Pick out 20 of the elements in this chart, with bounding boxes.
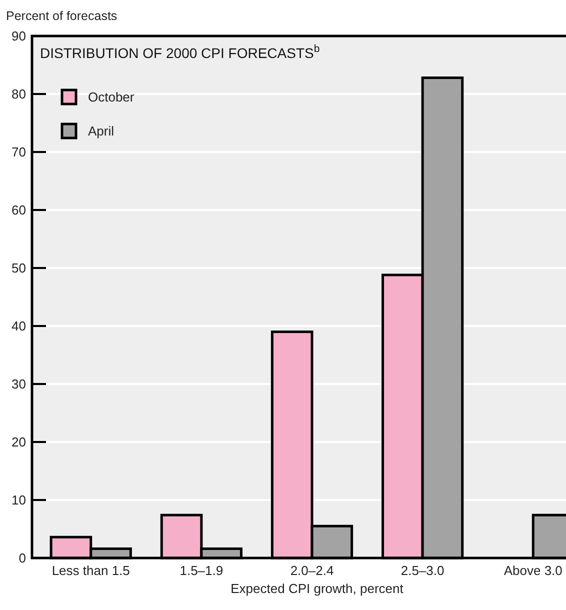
x-tick-label: Less than 1.5 [52,563,130,578]
x-tick-label: Above 3.0 [504,563,562,578]
y-axis-title: Percent of forecasts [6,9,118,23]
y-tick-label: 90 [12,28,26,44]
text: DISTRIBUTION OF 2000 CPI FORECASTS$^{b}$ [40,43,320,61]
legend-label: April [88,124,114,139]
x-axis-title: Expected CPI growth, percent [230,581,404,596]
y-tick-label: 80 [12,86,26,102]
x-tick-label: 2.5–3.0 [400,563,444,578]
x-tick-label: 1.5–1.9 [180,563,224,578]
y-tick-label: 70 [12,144,26,160]
x-tick-label: 2.0–2.4 [290,563,334,578]
y-tick-label: 10 [12,492,26,508]
y-tick-label: 50 [12,260,26,276]
legend-label: October [88,90,135,105]
y-tick-label: 30 [12,376,26,392]
y-tick-label: 0 [18,550,26,566]
y-tick-label: 60 [12,202,26,218]
y-tick-label: 20 [12,434,26,450]
y-tick-label: 40 [12,318,26,334]
